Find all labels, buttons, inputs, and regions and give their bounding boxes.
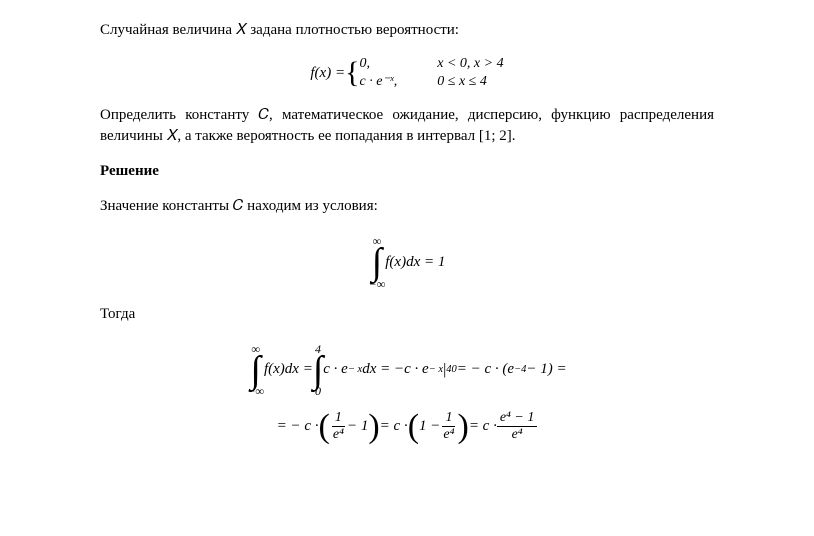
calc-line2a: = − c ·: [277, 416, 319, 437]
paren-close-2: ): [457, 415, 468, 439]
integral-icon: ∞ ∫ −∞: [369, 235, 386, 289]
calculation-formula-line1: ∞ ∫ −∞ f(x)dx = 4 ∫ 0 c · e− x dx = −c ·…: [100, 339, 714, 397]
case-1: 0,: [359, 56, 370, 71]
density-formula: f(x) = { 0, c · e⁻ˣ, x < 0, x > 4 0 ≤ x …: [100, 55, 714, 91]
exp2: − x: [429, 363, 443, 378]
calc-line2c: = c ·: [380, 416, 408, 437]
intro-paragraph: Случайная величина 𝑋 задана плотностью в…: [100, 20, 714, 41]
frac1: 1 e⁴: [330, 411, 347, 442]
paren-open-2: (: [408, 415, 419, 439]
integral2-icon: 4 ∫ 0: [313, 343, 323, 397]
task-paragraph: Определить константу 𝐶, математическое о…: [100, 105, 714, 147]
integral1-icon: ∞ ∫ −∞: [247, 343, 264, 397]
paren-open-1: (: [319, 415, 330, 439]
calc-line2e: = c ·: [469, 416, 497, 437]
calc-part1: f(x)dx =: [264, 359, 313, 380]
cond-2: 0 ≤ x ≤ 4: [437, 74, 487, 89]
exp3: −4: [514, 363, 526, 378]
calc-part3b: − 1) =: [526, 359, 566, 380]
normalization-formula: ∞ ∫ −∞ f(x)dx = 1: [100, 231, 714, 289]
exp1: − x: [348, 363, 362, 378]
calc-part2b: dx = −c · e: [362, 359, 428, 380]
brace-icon: {: [345, 61, 359, 85]
formula-lhs: f(x) =: [310, 63, 345, 84]
case-2: c · e⁻ˣ,: [359, 74, 397, 89]
solution-heading: Решение: [100, 161, 714, 182]
frac2: 1 e⁴: [440, 411, 457, 442]
calc-part3a: = − c · (e: [457, 359, 514, 380]
calc-part2a: c · e: [323, 359, 348, 380]
paren-close-1: ): [368, 415, 379, 439]
calc-line2d: 1 −: [419, 416, 440, 437]
calc-line2b: − 1: [347, 416, 368, 437]
cond-1: x < 0, x > 4: [437, 56, 503, 71]
calculation-formula-line2: = − c · ( 1 e⁴ − 1 ) = c · ( 1 − 1 e⁴ ) …: [100, 411, 714, 442]
constant-paragraph: Значение константы 𝐶 находим из условия:: [100, 196, 714, 217]
frac3: e⁴ − 1 e⁴: [497, 411, 538, 442]
integral-body: f(x)dx = 1: [385, 252, 445, 273]
then-paragraph: Тогда: [100, 304, 714, 325]
